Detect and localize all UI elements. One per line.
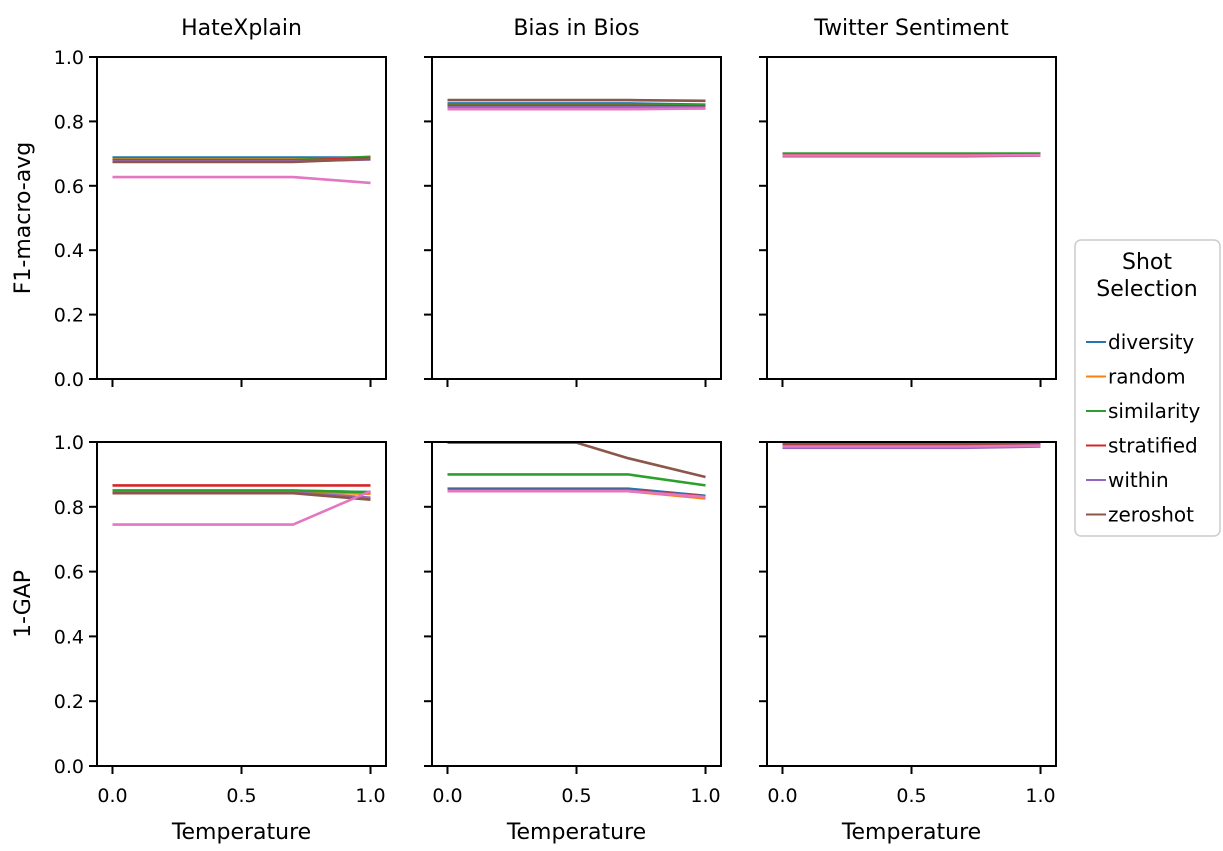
panel-hatexplain-1-gap: 0.0 0.2 0.4 0.6 0.8 1.0 0.0 0.5 1.0 Temperature 1-… <box>11 432 387 845</box>
series-line-6 <box>447 441 706 479</box>
series-line-3 <box>112 489 371 494</box>
legend-entry-within: within <box>1086 468 1169 492</box>
legend: Shot Selection diversity random similarity… <box>1074 239 1221 537</box>
panel-twitter-sentiment-1-gap: 0.0 0.5 1.0 Temperature <box>759 441 1057 845</box>
panel-hatexplain-f1-macro-avg: 0.0 0.2 0.4 0.6 0.8 1.0 HateXplain F1-macro-avg <box>11 16 387 391</box>
x-tick-label: 0.5 <box>226 785 256 807</box>
x-axis-label: Temperature <box>841 820 981 845</box>
chart-panels: 0.0 0.2 0.4 0.6 0.8 1.0 HateXplain F1-macro-avg… <box>11 16 1057 845</box>
x-tick-label: 1.0 <box>355 785 385 807</box>
x-axis-label: Temperature <box>506 820 646 845</box>
y-tick-label: 0.0 <box>54 369 84 391</box>
legend-title-line2: Selection <box>1096 277 1197 302</box>
legend-entry-zeroshot: zeroshot <box>1086 503 1194 527</box>
series-line-7 <box>112 490 372 526</box>
y-tick-label: 0.8 <box>54 111 84 133</box>
series-line-7 <box>447 489 706 499</box>
y-tick-label: 0.6 <box>54 562 84 584</box>
legend-entry-diversity: diversity <box>1086 330 1194 354</box>
series-line-3 <box>447 473 706 487</box>
legend-label: diversity <box>1108 330 1194 354</box>
panel-title: Twitter Sentiment <box>813 16 1009 41</box>
x-tick-label: 0.0 <box>767 785 797 807</box>
plot-frame <box>96 56 387 380</box>
y-tick-label: 0.6 <box>54 176 84 198</box>
y-tick-label: 0.2 <box>54 305 84 327</box>
legend-label: stratified <box>1108 434 1198 458</box>
panel-bias-in-bios-f1-macro-avg: Bias in Bios <box>424 16 722 387</box>
series-line-7 <box>782 444 1041 448</box>
series-line-7 <box>112 175 371 185</box>
legend-label: random <box>1108 365 1186 389</box>
legend-label: within <box>1108 468 1169 492</box>
y-axis-label: F1-macro-avg <box>11 142 36 294</box>
legend-label: zeroshot <box>1108 503 1194 527</box>
series-line-6 <box>112 157 371 164</box>
x-tick-label: 1.0 <box>690 785 720 807</box>
plot-frame <box>766 56 1057 380</box>
panel-title: HateXplain <box>181 16 302 41</box>
plot-frame <box>766 441 1057 767</box>
legend-label: similarity <box>1108 399 1200 423</box>
series-line-7 <box>447 107 706 111</box>
x-tick-label: 0.5 <box>896 785 926 807</box>
y-tick-label: 0.4 <box>54 626 84 648</box>
y-tick-label: 1.0 <box>54 432 84 454</box>
legend-entry-similarity: similarity <box>1086 399 1200 423</box>
panel-bias-in-bios-1-gap: 0.0 0.5 1.0 Temperature <box>424 441 722 845</box>
series-line-6 <box>447 98 706 103</box>
legend-entry-random: random <box>1086 365 1186 389</box>
legend-entries: diversity random similarity stratified withi… <box>1086 330 1200 527</box>
legend-frame <box>1074 239 1221 537</box>
y-tick-label: 1.0 <box>54 47 84 69</box>
x-tick-label: 0.0 <box>432 785 462 807</box>
legend-entry-stratified: stratified <box>1086 434 1198 458</box>
panel-twitter-sentiment-f1-macro-avg: Twitter Sentiment <box>759 16 1057 387</box>
x-tick-label: 0.5 <box>561 785 591 807</box>
x-tick-label: 0.0 <box>97 785 127 807</box>
y-axis-label: 1-GAP <box>11 570 36 638</box>
y-tick-label: 0.4 <box>54 240 84 262</box>
y-tick-label: 0.2 <box>54 691 84 713</box>
x-axis-label: Temperature <box>171 820 311 845</box>
y-tick-label: 0.8 <box>54 497 84 519</box>
legend-title-line1: Shot <box>1122 250 1172 275</box>
x-tick-label: 1.0 <box>1025 785 1055 807</box>
panel-title: Bias in Bios <box>513 16 639 41</box>
series-line-6 <box>112 491 371 501</box>
y-tick-label: 0.0 <box>54 756 84 778</box>
